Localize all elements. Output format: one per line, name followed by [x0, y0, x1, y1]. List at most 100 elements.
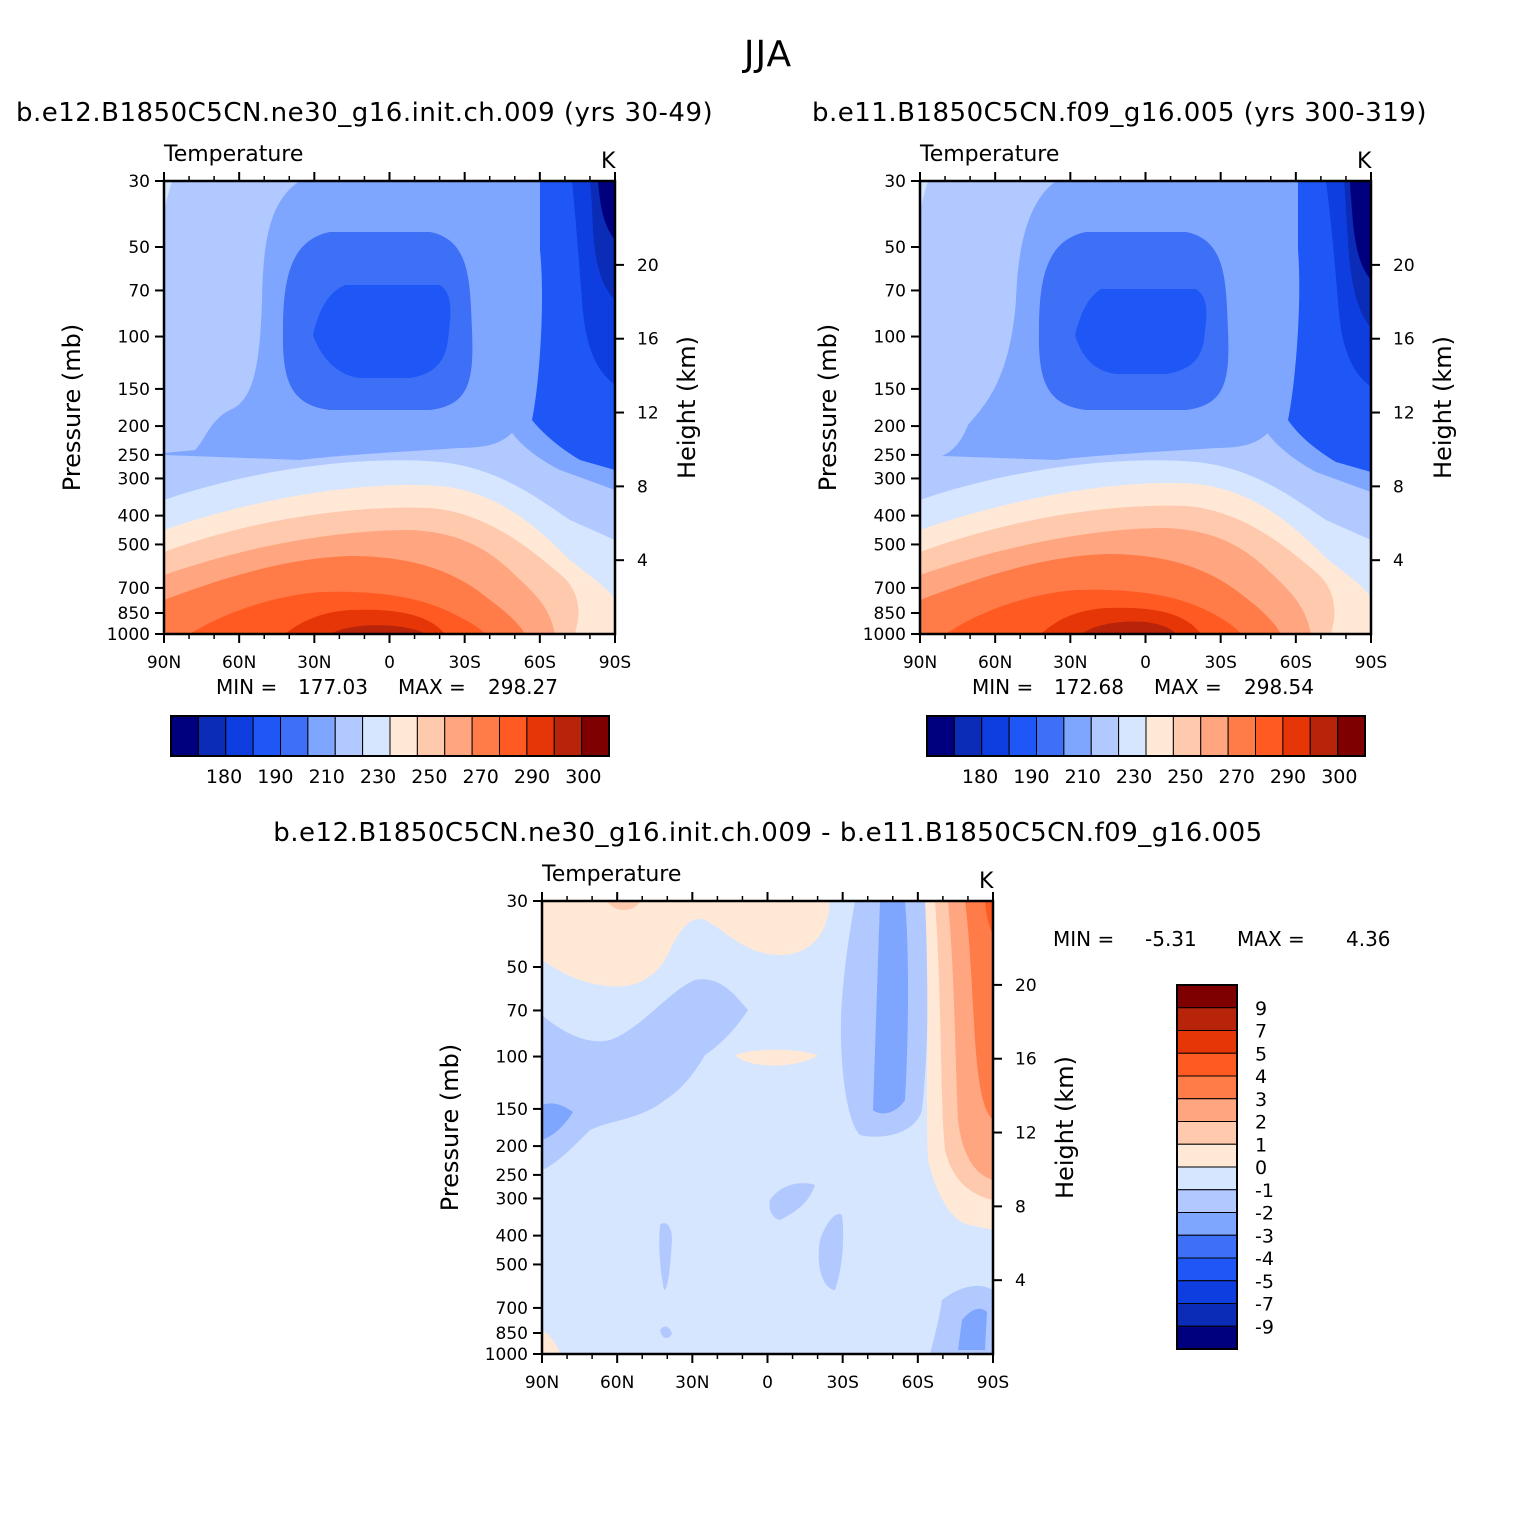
y-tick-label: 400: [118, 507, 150, 527]
y-tick-label: 150: [874, 380, 906, 400]
colorbar-label: 250: [1167, 766, 1203, 788]
colorbar-swatch: [1176, 1143, 1238, 1168]
colorbar-swatch: [1090, 715, 1120, 757]
colorbar-swatch: [1282, 715, 1311, 757]
colorbar-swatch: [1176, 1257, 1238, 1282]
colorbar-swatch: [1176, 1189, 1238, 1213]
y-tick-label: 150: [496, 1100, 528, 1120]
y-tick-label: 70: [506, 1001, 528, 1021]
panel-3-units: K: [979, 869, 994, 894]
y-tick-label: 850: [496, 1324, 528, 1344]
panel-1-contour-field: [164, 181, 615, 634]
y-tick-label: 30: [884, 172, 906, 192]
colorbar-swatch: [1036, 715, 1065, 757]
colorbar-swatch: [1176, 1325, 1238, 1350]
panel-1-max-value: 298.27: [488, 675, 558, 699]
panel-2-min-label: MIN =: [972, 675, 1033, 699]
panel-3-max-value: 4.36: [1346, 927, 1391, 951]
y2-tick-label: 8: [637, 477, 648, 497]
colorbar-label: 300: [565, 766, 601, 788]
colorbar-label: 4: [1255, 1066, 1267, 1088]
y-tick-label: 100: [874, 328, 906, 348]
colorbar-swatch: [981, 715, 1010, 757]
colorbar-frame: [170, 715, 610, 757]
panel-2-max-value: 298.54: [1244, 675, 1314, 699]
y-tick-label: 250: [118, 446, 150, 466]
colorbar-label: -5: [1255, 1271, 1274, 1293]
colorbar-swatch: [170, 715, 199, 757]
colorbar-swatch: [1176, 1166, 1238, 1191]
colorbar-swatch: [1176, 1280, 1238, 1304]
y-tick-label: 500: [118, 535, 150, 555]
panel-1-colorbar: 180 190 210 230 250 270 290 300: [170, 715, 610, 788]
panel-2-colorbar: 180 190 210 230 250 270 290 300: [926, 715, 1366, 788]
x-tick-label: 60N: [600, 1373, 634, 1393]
colorbar-swatch: [1176, 1007, 1238, 1031]
y2-tick-label: 4: [1393, 551, 1404, 571]
y2-tick-label: 8: [1015, 1197, 1026, 1217]
colorbar-swatch: [1176, 1052, 1238, 1077]
colorbar-swatch: [389, 715, 418, 757]
y-tick-label: 70: [884, 281, 906, 301]
colorbar-swatch: [499, 715, 528, 757]
colorbar-swatch: [1176, 984, 1238, 1009]
y2-axis-title: Height (km): [1429, 336, 1457, 479]
colorbar-swatch: [1176, 1075, 1238, 1100]
x-tick-label: 30N: [297, 653, 331, 673]
colorbar-swatch: [280, 715, 309, 757]
x-tick-label: 30S: [1204, 653, 1236, 673]
y-axis-title: Pressure (mb): [814, 324, 842, 491]
colorbar-swatch: [553, 715, 583, 757]
y2-axis-title: Height (km): [673, 336, 701, 479]
colorbar-swatch: [1337, 715, 1366, 757]
panel-1-min-label: MIN =: [216, 675, 277, 699]
panel-1-max-label: MAX =: [398, 675, 466, 699]
y2-tick-label: 20: [1393, 256, 1415, 276]
colorbar-label: -9: [1255, 1316, 1274, 1338]
colorbar-label: 9: [1255, 998, 1267, 1020]
colorbar-label: 7: [1255, 1021, 1267, 1043]
colorbar-swatch: [1176, 1234, 1238, 1259]
y-axis-title: Pressure (mb): [58, 324, 86, 491]
colorbar-label: 190: [257, 766, 293, 788]
panel-3-axes: Temperature K 90N 60N 30N 0 30S 60S 90S 30 50 70 100…: [436, 862, 1079, 1393]
colorbar-label: 210: [309, 766, 345, 788]
colorbar-label: 5: [1255, 1043, 1267, 1065]
colorbar-swatch: [444, 715, 473, 757]
colorbar-swatch: [416, 715, 446, 757]
colorbar-swatch: [334, 715, 364, 757]
y2-tick-label: 4: [637, 551, 648, 571]
y-tick-label: 400: [496, 1227, 528, 1247]
y-tick-label: 200: [496, 1137, 528, 1157]
colorbar-swatch: [307, 715, 336, 757]
panel-2-contour-field: [920, 181, 1371, 634]
colorbar-swatch: [362, 715, 391, 757]
y2-axis-title: Height (km): [1051, 1056, 1079, 1199]
y-tick-label: 1000: [863, 625, 906, 645]
colorbar-label: -2: [1255, 1203, 1274, 1225]
y-tick-label: 1000: [107, 625, 150, 645]
y-tick-label: 1000: [485, 1345, 528, 1365]
x-tick-label: 30S: [826, 1373, 858, 1393]
colorbar-label: -4: [1255, 1248, 1274, 1270]
colorbar-swatch: [1309, 715, 1339, 757]
colorbar-label: 300: [1321, 766, 1357, 788]
y2-tick-label: 20: [1015, 976, 1037, 996]
x-tick-label: 90N: [525, 1373, 559, 1393]
y-tick-label: 250: [874, 446, 906, 466]
y-tick-label: 150: [118, 380, 150, 400]
panel-1-axes: Temperature K 90N 60N 30N 0 30S 60S 90S 30 50 70 100…: [58, 142, 701, 673]
colorbar-label: 180: [962, 766, 998, 788]
colorbar-label: 270: [463, 766, 499, 788]
y2-tick-label: 20: [637, 256, 659, 276]
colorbar-frame: [1176, 984, 1238, 1350]
colorbar-swatch: [953, 715, 983, 757]
panel-3-variable: Temperature: [541, 862, 681, 887]
colorbar-label: 230: [360, 766, 396, 788]
y-tick-label: 300: [496, 1189, 528, 1209]
y2-tick-label: 8: [1393, 477, 1404, 497]
y-tick-label: 300: [874, 469, 906, 489]
y-tick-label: 30: [128, 172, 150, 192]
y2-tick-label: 12: [637, 404, 659, 424]
colorbar-swatch: [471, 715, 500, 757]
